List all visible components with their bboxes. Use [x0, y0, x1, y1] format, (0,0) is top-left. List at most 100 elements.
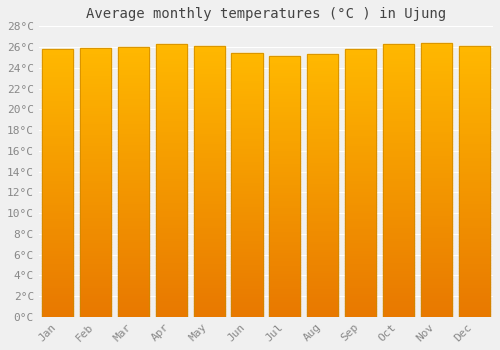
Bar [421, 246, 452, 248]
Bar [118, 136, 149, 139]
Bar [383, 107, 414, 110]
Bar [232, 96, 262, 98]
Bar [232, 69, 262, 72]
Bar [194, 260, 224, 262]
Bar [194, 49, 224, 51]
Bar [421, 174, 452, 177]
Bar [307, 275, 338, 278]
Bar [232, 282, 262, 285]
Bar [458, 86, 490, 89]
Bar [118, 90, 149, 93]
Bar [458, 57, 490, 60]
Bar [80, 223, 111, 225]
Bar [345, 167, 376, 169]
Bar [42, 223, 74, 226]
Bar [232, 312, 262, 314]
Bar [307, 304, 338, 306]
Bar [421, 125, 452, 128]
Bar [194, 168, 224, 170]
Bar [118, 61, 149, 63]
Bar [232, 296, 262, 298]
Bar [80, 174, 111, 177]
Bar [156, 101, 187, 104]
Bar [345, 285, 376, 287]
Bar [421, 237, 452, 240]
Bar [194, 62, 224, 65]
Bar [421, 120, 452, 122]
Bar [156, 197, 187, 199]
Bar [194, 162, 224, 165]
Bar [345, 303, 376, 306]
Bar [80, 48, 111, 51]
Bar [270, 288, 300, 291]
Bar [307, 70, 338, 73]
Bar [345, 263, 376, 266]
Bar [383, 251, 414, 254]
Bar [421, 276, 452, 279]
Bar [383, 248, 414, 251]
Bar [458, 230, 490, 233]
Bar [156, 96, 187, 98]
Bar [194, 209, 224, 211]
Bar [156, 180, 187, 183]
Bar [42, 146, 74, 148]
Bar [421, 226, 452, 229]
Bar [42, 191, 74, 194]
Bar [232, 248, 262, 251]
Bar [421, 248, 452, 251]
Bar [458, 268, 490, 271]
Bar [307, 102, 338, 104]
Bar [270, 127, 300, 129]
Bar [118, 77, 149, 79]
Bar [421, 279, 452, 281]
Bar [383, 194, 414, 197]
Bar [270, 194, 300, 197]
Bar [80, 64, 111, 67]
Bar [80, 163, 111, 166]
Bar [118, 236, 149, 239]
Bar [156, 183, 187, 186]
Bar [383, 205, 414, 208]
Bar [458, 65, 490, 68]
Bar [421, 155, 452, 158]
Bar [42, 81, 74, 84]
Bar [42, 309, 74, 312]
Bar [345, 86, 376, 89]
Bar [307, 312, 338, 314]
Bar [383, 240, 414, 243]
Bar [307, 314, 338, 317]
Bar [458, 236, 490, 238]
Bar [42, 234, 74, 237]
Bar [194, 268, 224, 271]
Bar [156, 71, 187, 74]
Bar [118, 285, 149, 287]
Bar [42, 111, 74, 113]
Bar [458, 244, 490, 246]
Bar [232, 53, 262, 56]
Bar [194, 73, 224, 76]
Bar [232, 159, 262, 161]
Bar [270, 293, 300, 296]
Bar [307, 65, 338, 68]
Bar [383, 139, 414, 142]
Bar [307, 257, 338, 259]
Bar [270, 69, 300, 72]
Bar [232, 206, 262, 209]
Bar [307, 110, 338, 112]
Bar [270, 291, 300, 293]
Bar [232, 156, 262, 159]
Bar [232, 225, 262, 227]
Bar [118, 71, 149, 74]
Bar [80, 239, 111, 241]
Bar [80, 161, 111, 163]
Bar [194, 106, 224, 108]
Bar [232, 130, 262, 132]
Bar [80, 147, 111, 150]
Bar [307, 115, 338, 117]
Bar [345, 73, 376, 76]
Bar [232, 146, 262, 148]
Bar [194, 68, 224, 70]
Bar [80, 204, 111, 206]
Bar [458, 117, 490, 119]
Bar [345, 124, 376, 127]
